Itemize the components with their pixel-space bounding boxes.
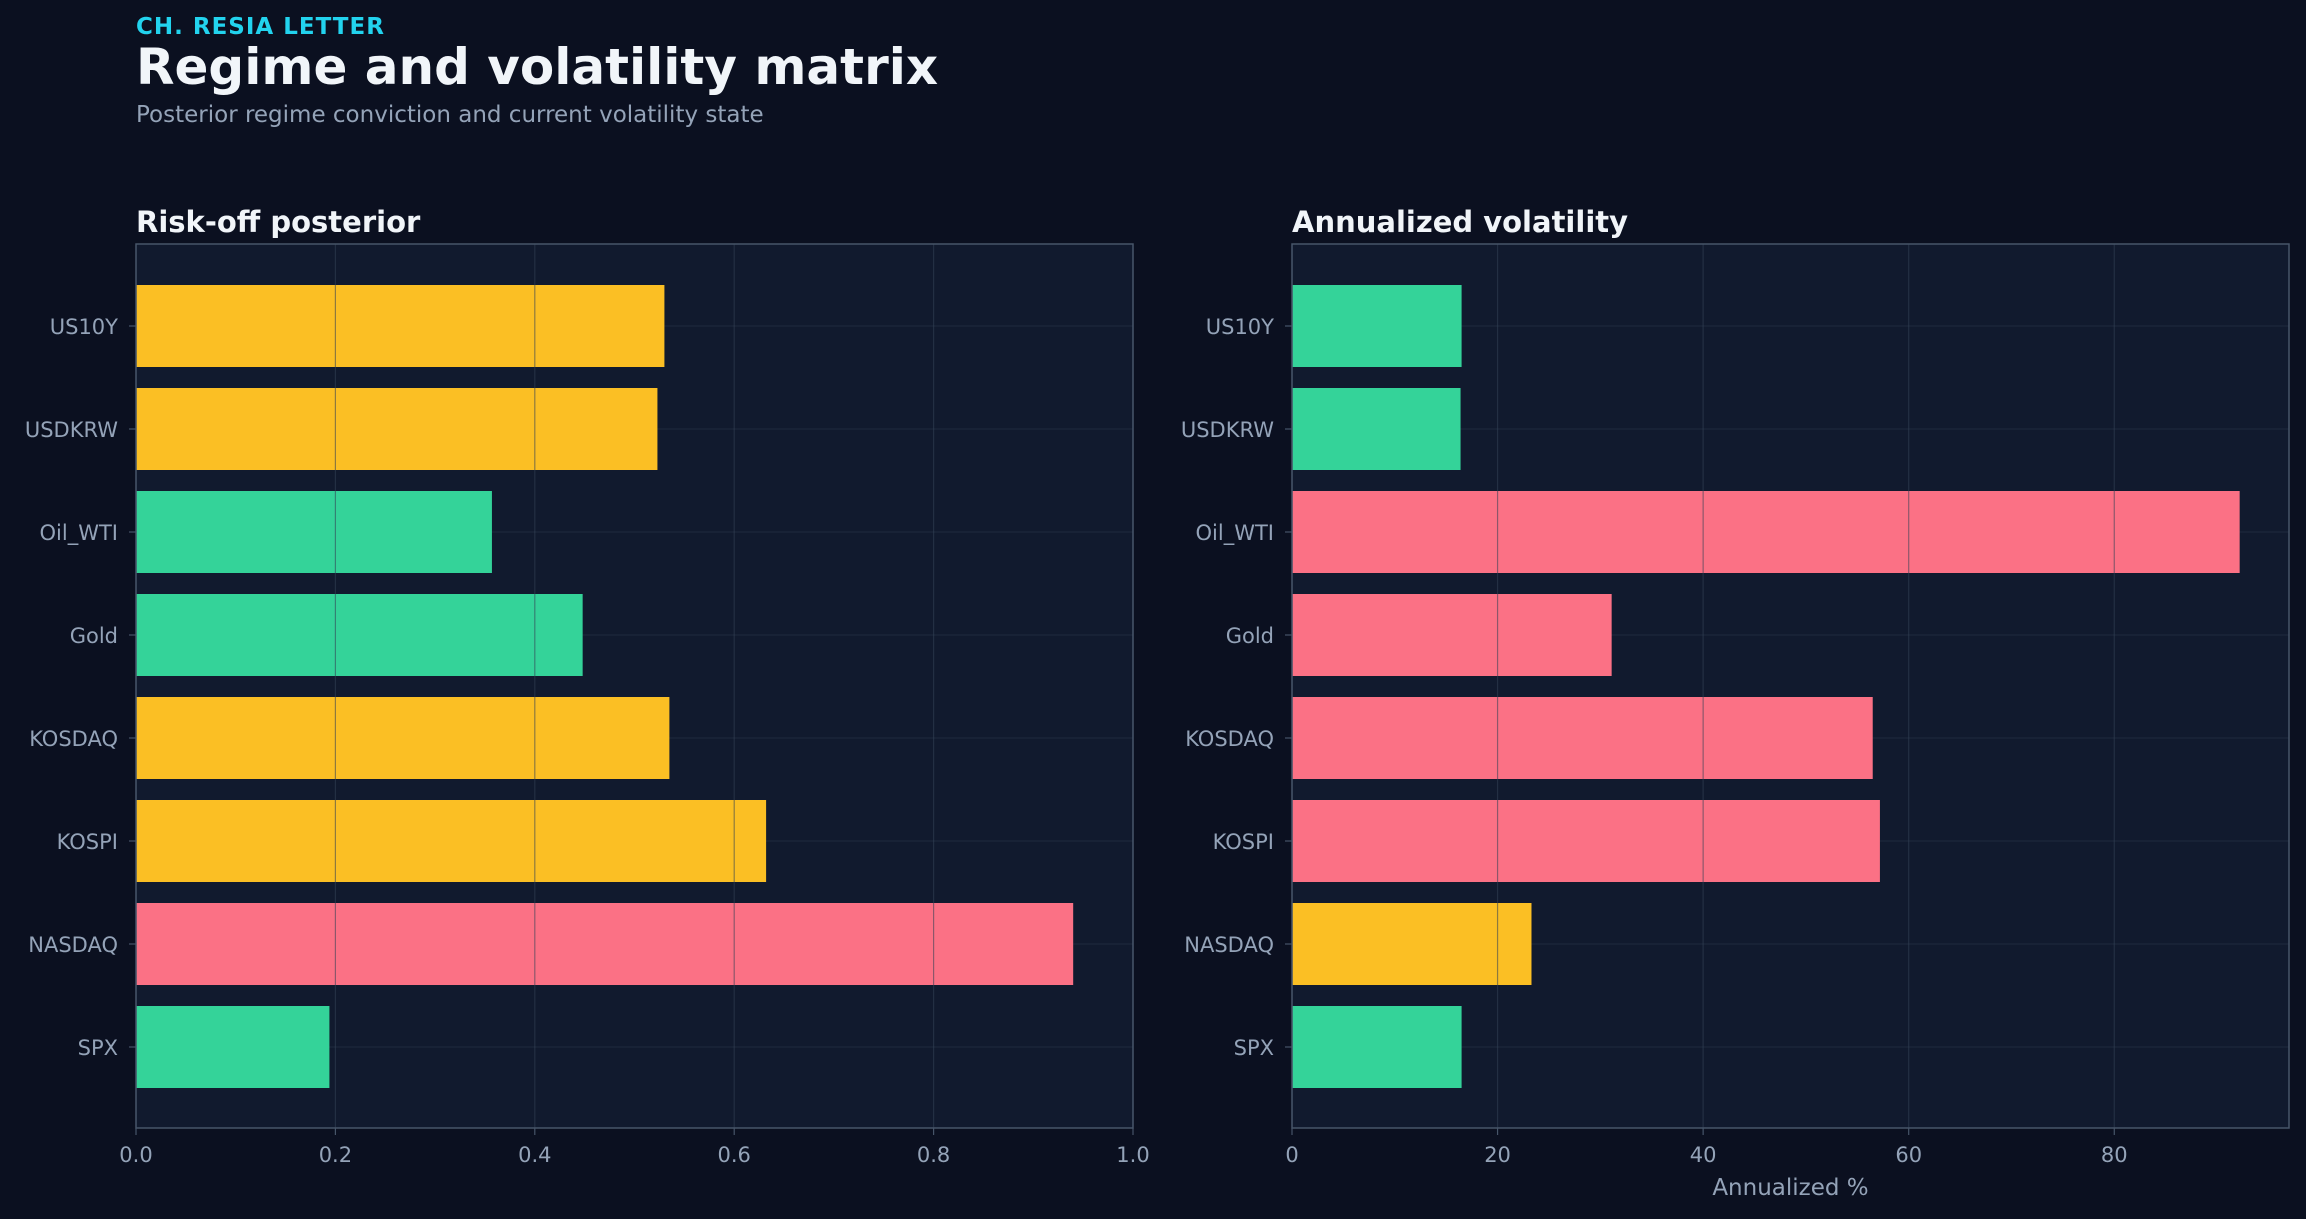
bar-nasdaq (136, 903, 1074, 985)
bar-gold (136, 594, 583, 676)
bar-spx (136, 1006, 330, 1088)
y-tick-label: KOSPI (57, 830, 118, 854)
report-kicker: CH. RESIA LETTER (136, 14, 385, 40)
x-tick-label: 40 (1690, 1143, 1717, 1167)
x-tick-label: 0.6 (717, 1143, 750, 1167)
bar-kosdaq (1292, 697, 1873, 779)
x-tick-label: 0.4 (518, 1143, 551, 1167)
bar-oil_wti (1292, 491, 2240, 573)
x-tick-label: 0.2 (319, 1143, 352, 1167)
x-tick-label: 0.8 (917, 1143, 950, 1167)
x-tick-label: 0 (1285, 1143, 1298, 1167)
bar-oil_wti (136, 491, 492, 573)
y-tick-label: USDKRW (1181, 418, 1274, 442)
bar-kospi (136, 800, 767, 882)
x-tick-label: 60 (1895, 1143, 1922, 1167)
y-tick-label: SPX (1234, 1036, 1274, 1060)
x-axis-label: Annualized % (1712, 1175, 1868, 1201)
bar-nasdaq (1292, 903, 1532, 985)
y-tick-label: NASDAQ (28, 933, 118, 957)
plot-frame (135, 243, 1134, 1129)
y-tick-label: US10Y (1206, 315, 1274, 339)
bar-usdkrw (1292, 388, 1461, 470)
y-tick-label: Oil_WTI (1196, 521, 1274, 546)
y-tick-label: USDKRW (25, 418, 118, 442)
y-tick-label: KOSDAQ (29, 727, 118, 751)
y-tick-label: Oil_WTI (40, 521, 118, 546)
y-tick-label: US10Y (50, 315, 118, 339)
bar-kospi (1292, 800, 1880, 882)
y-tick-label: SPX (78, 1036, 118, 1060)
bar-us10y (1292, 285, 1462, 367)
x-tick-label: 1.0 (1116, 1143, 1149, 1167)
chart-title: Risk-off posterior (136, 205, 421, 239)
bar-us10y (136, 285, 665, 367)
y-tick-label: Gold (70, 624, 118, 648)
y-tick-label: KOSDAQ (1185, 727, 1274, 751)
y-tick-label: KOSPI (1213, 830, 1274, 854)
y-tick-label: NASDAQ (1184, 933, 1274, 957)
chart-panel-2: Annualized volatility US10Y USDKRW Oil_WTI G… (1181, 205, 2290, 1201)
chart-panel-1: Risk-off posterior US10Y USDKRW Oil_WTI Gold… (25, 205, 1150, 1167)
y-tick-label: Gold (1226, 624, 1274, 648)
bar-kosdaq (136, 697, 670, 779)
page-subtitle: Posterior regime conviction and current … (136, 102, 764, 128)
page-title: Regime and volatility matrix (136, 38, 939, 96)
bar-usdkrw (136, 388, 658, 470)
x-tick-label: 20 (1484, 1143, 1511, 1167)
plot-area (1292, 244, 2289, 1128)
chart-title: Annualized volatility (1292, 205, 1628, 239)
x-tick-label: 0.0 (119, 1143, 152, 1167)
bar-spx (1292, 1006, 1462, 1088)
bar-gold (1292, 594, 1612, 676)
x-tick-label: 80 (2101, 1143, 2128, 1167)
plot-frame (1291, 243, 2290, 1129)
plot-area (136, 244, 1133, 1128)
